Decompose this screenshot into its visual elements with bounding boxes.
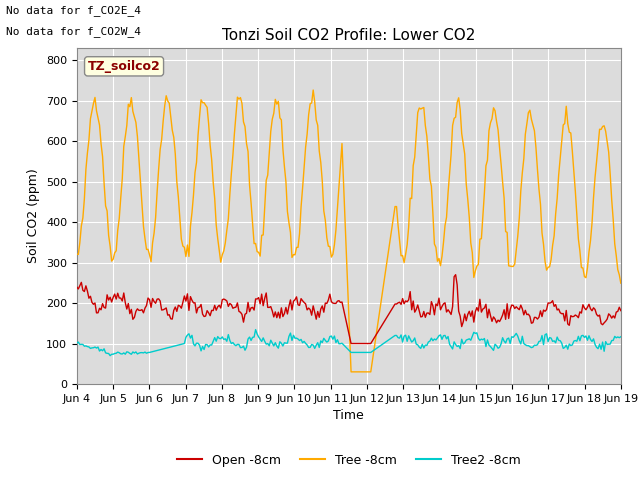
Text: No data for f_CO2W_4: No data for f_CO2W_4 <box>6 26 141 37</box>
Title: Tonzi Soil CO2 Profile: Lower CO2: Tonzi Soil CO2 Profile: Lower CO2 <box>222 28 476 43</box>
Y-axis label: Soil CO2 (ppm): Soil CO2 (ppm) <box>28 168 40 264</box>
Text: TZ_soilco2: TZ_soilco2 <box>88 60 161 73</box>
X-axis label: Time: Time <box>333 409 364 422</box>
Text: No data for f_CO2E_4: No data for f_CO2E_4 <box>6 5 141 16</box>
Legend: Open -8cm, Tree -8cm, Tree2 -8cm: Open -8cm, Tree -8cm, Tree2 -8cm <box>172 449 525 472</box>
